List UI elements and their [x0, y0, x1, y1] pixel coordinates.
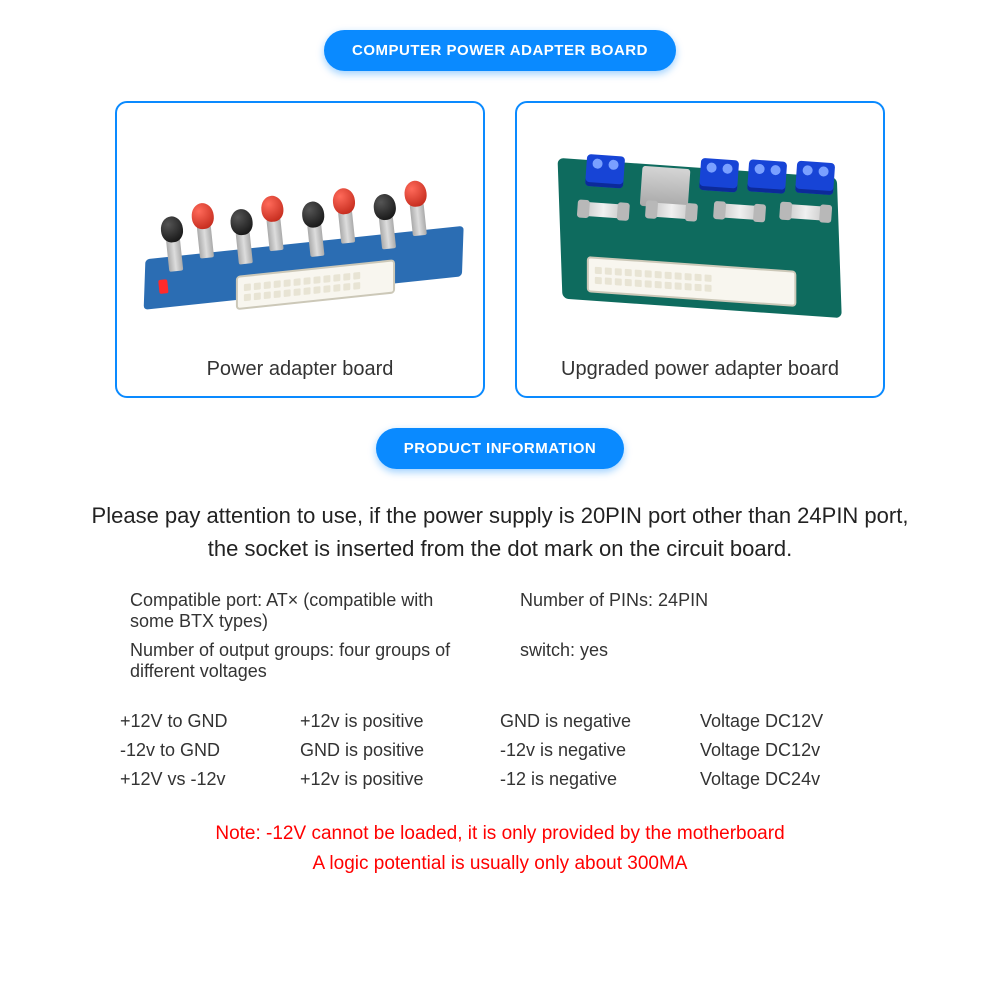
cell: -12v is negative [500, 740, 680, 761]
warning-note: Note: -12V cannot be loaded, it is only … [40, 819, 960, 880]
cell: +12V vs -12v [120, 769, 280, 790]
voltage-row: +12V vs -12v +12v is positive -12 is neg… [120, 765, 880, 794]
cell: GND is negative [500, 711, 680, 732]
voltage-table: +12V to GND +12v is positive GND is nega… [120, 707, 880, 794]
header-pill: COMPUTER POWER ADAPTER BOARD [324, 30, 676, 71]
cell: -12v to GND [120, 740, 280, 761]
terminal-block-icon [699, 158, 739, 193]
spec-output-groups: Number of output groups: four groups of … [130, 640, 480, 682]
card-caption: Upgraded power adapter board [532, 358, 868, 381]
cell: Voltage DC12V [700, 711, 860, 732]
terminal-block-icon [585, 154, 625, 189]
terminal-block-icon [747, 159, 787, 194]
spec-grid: Compatible port: AT× (compatible with so… [130, 590, 870, 682]
card-standard-board: Power adapter board [115, 101, 485, 398]
terminal-block-icon [795, 161, 835, 196]
fuse-icon [781, 204, 830, 221]
cell: Voltage DC12v [700, 740, 860, 761]
led-icon [158, 279, 168, 294]
note-line: Note: -12V cannot be loaded, it is only … [40, 819, 960, 849]
fuse-icon [579, 202, 628, 219]
cell: +12v is positive [300, 769, 480, 790]
usage-instruction: Please pay attention to use, if the powe… [80, 499, 920, 565]
cell: -12 is negative [500, 769, 680, 790]
board2-image [532, 123, 868, 343]
cell: GND is positive [300, 740, 480, 761]
voltage-row: +12V to GND +12v is positive GND is nega… [120, 707, 880, 736]
section-pill: PRODUCT INFORMATION [376, 428, 625, 469]
cell: +12v is positive [300, 711, 480, 732]
board1-image [132, 123, 468, 343]
spec-pins: Number of PINs: 24PIN [520, 590, 870, 632]
fuse-icon [647, 202, 696, 219]
note-line: A logic potential is usually only about … [40, 849, 960, 879]
cell: +12V to GND [120, 711, 280, 732]
spec-switch: switch: yes [520, 640, 870, 682]
product-cards: Power adapter board Upgraded power [40, 101, 960, 398]
voltage-row: -12v to GND GND is positive -12v is nega… [120, 736, 880, 765]
fuse-icon [715, 203, 764, 220]
cell: Voltage DC24v [700, 769, 860, 790]
spec-compatible-port: Compatible port: AT× (compatible with so… [130, 590, 480, 632]
card-upgraded-board: Upgraded power adapter board [515, 101, 885, 398]
card-caption: Power adapter board [132, 358, 468, 381]
